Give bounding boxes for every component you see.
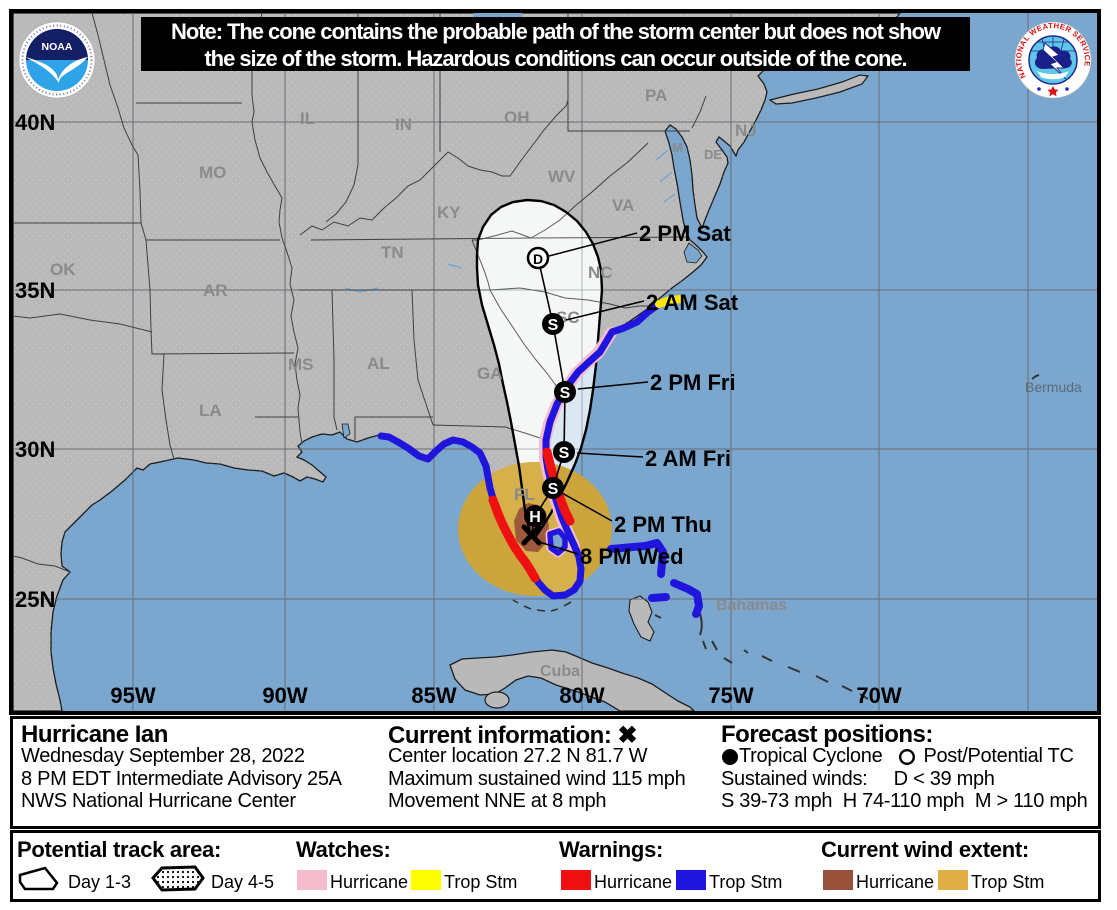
svg-text:IN: IN <box>395 115 412 134</box>
svg-text:95W: 95W <box>110 683 155 708</box>
svg-text:40N: 40N <box>15 110 55 135</box>
svg-text:NOAA: NOAA <box>42 41 73 53</box>
svg-text:KY: KY <box>437 203 461 222</box>
svg-text:2 PM Fri: 2 PM Fri <box>650 370 736 395</box>
svg-text:DE: DE <box>704 147 722 162</box>
svg-text:85W: 85W <box>411 683 456 708</box>
svg-text:AR: AR <box>203 281 228 300</box>
svg-text:OH: OH <box>504 108 530 127</box>
svg-text:Bahamas: Bahamas <box>716 597 787 614</box>
svg-text:H: H <box>529 509 541 526</box>
svg-text:LA: LA <box>199 401 222 420</box>
svg-text:D: D <box>533 251 543 267</box>
svg-text:S: S <box>560 385 571 402</box>
svg-text:2 AM Sat: 2 AM Sat <box>646 290 739 315</box>
svg-text:PA: PA <box>645 86 667 105</box>
svg-text:35N: 35N <box>15 278 55 303</box>
svg-text:S: S <box>559 445 570 462</box>
svg-text:2 AM Fri: 2 AM Fri <box>645 446 731 471</box>
svg-text:OK: OK <box>50 260 76 279</box>
svg-text:70W: 70W <box>856 683 901 708</box>
svg-text:MO: MO <box>199 163 226 182</box>
svg-text:80W: 80W <box>559 683 604 708</box>
svg-text:NC: NC <box>588 263 613 282</box>
svg-text:Cuba: Cuba <box>540 663 580 680</box>
svg-text:MS: MS <box>288 355 314 374</box>
svg-text:Bermuda: Bermuda <box>1025 379 1082 395</box>
svg-text:M: M <box>672 140 683 155</box>
svg-text:2 PM Sat: 2 PM Sat <box>639 221 731 246</box>
svg-text:NJ: NJ <box>735 121 757 140</box>
svg-text:WV: WV <box>548 167 576 186</box>
svg-text:75W: 75W <box>708 683 753 708</box>
svg-text:TN: TN <box>381 243 404 262</box>
svg-text:2 PM Thu: 2 PM Thu <box>614 512 712 537</box>
svg-text:GA: GA <box>477 364 503 383</box>
svg-text:8 PM Wed: 8 PM Wed <box>580 544 684 569</box>
svg-text:FL: FL <box>514 485 535 504</box>
svg-text:S: S <box>548 481 559 498</box>
svg-text:AL: AL <box>367 354 390 373</box>
svg-text:S: S <box>548 317 559 334</box>
svg-text:30N: 30N <box>15 437 55 462</box>
svg-text:VA: VA <box>612 196 634 215</box>
svg-text:IL: IL <box>300 109 315 128</box>
svg-text:25N: 25N <box>15 587 55 612</box>
svg-text:90W: 90W <box>262 683 307 708</box>
